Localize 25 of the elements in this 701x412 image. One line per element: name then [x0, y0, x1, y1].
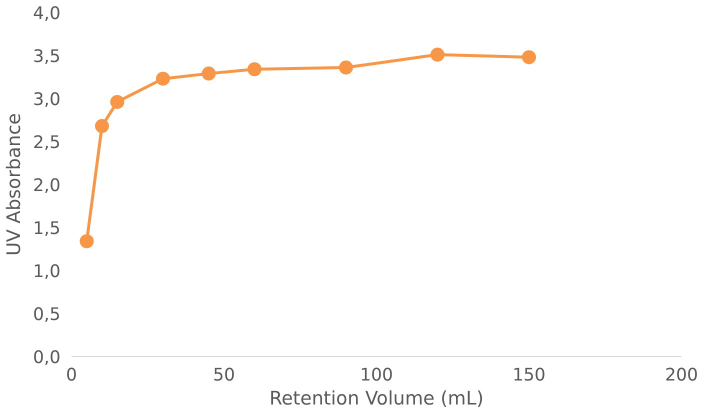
- point: [339, 60, 353, 75]
- y-tick-label: 2,5: [32, 133, 61, 153]
- x-tick-label: 150: [512, 366, 546, 386]
- y-axis-title: UV Absorbance: [4, 113, 25, 256]
- x-axis-title: Retention Volume (mL): [269, 388, 484, 410]
- point: [202, 66, 216, 81]
- x-tick-label: 50: [212, 366, 236, 386]
- y-tick-label: 1,5: [32, 219, 61, 239]
- point: [248, 62, 262, 76]
- point: [522, 50, 536, 64]
- x-tick-label: 200: [664, 366, 698, 386]
- y-tick-label: 1,0: [32, 262, 61, 282]
- y-tick-label: 0,5: [32, 305, 61, 325]
- point: [156, 72, 170, 86]
- point: [430, 48, 444, 62]
- y-tick-label: 2,0: [32, 176, 61, 196]
- y-tick-label: 4,0: [32, 4, 61, 24]
- point: [95, 119, 109, 134]
- y-tick-label: 0,0: [32, 348, 61, 368]
- y-tick-label: 3,5: [32, 47, 61, 67]
- point: [110, 94, 124, 109]
- point: [80, 234, 94, 248]
- y-tick-label: 3,0: [32, 90, 61, 110]
- x-tick-label: 0: [66, 366, 78, 386]
- x-tick-label: 100: [360, 366, 394, 386]
